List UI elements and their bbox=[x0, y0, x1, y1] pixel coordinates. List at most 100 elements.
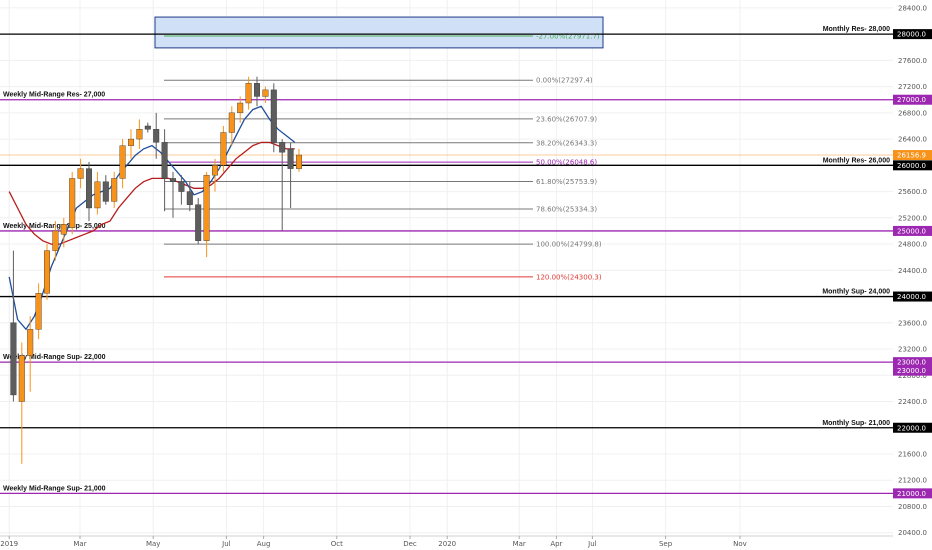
fib-level-label: -27.00%(27971.7) bbox=[536, 32, 600, 40]
y-tick-label: 23200.0 bbox=[898, 346, 927, 354]
level-label: Weekly Mid-Range Res- 27,000 bbox=[3, 92, 105, 99]
fib-extension-zone[interactable] bbox=[154, 16, 604, 49]
fib-level-label: 38.20%(26343.3) bbox=[536, 139, 597, 147]
candle-body bbox=[119, 145, 126, 179]
y-tick-label: 25200.0 bbox=[898, 214, 927, 222]
x-tick-label: Nov bbox=[733, 540, 747, 548]
x-tick-label: Apr bbox=[550, 540, 562, 548]
candle-body bbox=[186, 191, 193, 205]
y-tick-label: 27200.0 bbox=[898, 83, 927, 91]
time-axis[interactable]: 2019 Mar May Jul Aug Oct Dec 2020 Mar Apr Jul Sep No… bbox=[0, 535, 893, 548]
candle-body bbox=[10, 322, 17, 396]
fib-level-label: 100.00%(24799.8) bbox=[536, 241, 602, 249]
candle-body bbox=[35, 293, 42, 330]
price-tag-label: 28000.0 bbox=[897, 31, 926, 39]
y-tick-label: 22400.0 bbox=[898, 398, 927, 406]
candle-body bbox=[220, 132, 227, 166]
candle-body bbox=[144, 125, 151, 130]
y-tick-label: 26800.0 bbox=[898, 109, 927, 117]
level-label: Monthly Res- 28,000 bbox=[823, 26, 890, 33]
candle-body bbox=[253, 83, 260, 97]
price-tag-label: 26000.0 bbox=[897, 162, 926, 170]
price-tag bbox=[893, 291, 932, 302]
y-tick-label: 20800.0 bbox=[898, 503, 927, 511]
grid bbox=[0, 0, 893, 536]
candle-body bbox=[27, 329, 34, 356]
x-tick-label: Jul bbox=[587, 540, 597, 548]
candle-body bbox=[279, 142, 286, 153]
price-tag-label: 26156.9 bbox=[897, 152, 926, 160]
fib-level-label: 23.60%(26707.9) bbox=[536, 115, 597, 123]
candle-body bbox=[211, 165, 218, 176]
x-tick-label: Aug bbox=[257, 540, 271, 548]
x-tick-label: 2020 bbox=[438, 540, 456, 548]
price-tag-label: 21000.0 bbox=[897, 490, 926, 498]
candle-body bbox=[203, 174, 210, 241]
y-tick-label: 25600.0 bbox=[898, 188, 927, 196]
x-tick-label: Oct bbox=[331, 540, 343, 548]
candle-body bbox=[161, 142, 168, 179]
level-label: Weekly Mid-Range Sup- 25,000 bbox=[3, 223, 106, 230]
fib-level-label: 0.00%(27297.4) bbox=[536, 77, 593, 85]
candle-body bbox=[52, 230, 59, 251]
candle-body bbox=[44, 250, 51, 294]
ema-blue-line bbox=[8, 105, 296, 331]
candle-body bbox=[262, 89, 269, 97]
price-axis-background bbox=[893, 0, 932, 536]
fib-level-label: 50.00%(26048.6) bbox=[536, 159, 597, 167]
x-tick-label: Dec bbox=[403, 540, 417, 548]
fib-level-label: 120.00%(24300.3) bbox=[536, 273, 602, 281]
candle-body bbox=[85, 168, 92, 209]
candle-body bbox=[287, 148, 294, 169]
candle-body bbox=[111, 178, 118, 202]
price-tag bbox=[893, 365, 932, 376]
candle-body bbox=[228, 112, 235, 133]
x-tick-label: May bbox=[146, 540, 160, 548]
y-tick-label: 28400.0 bbox=[898, 4, 927, 12]
y-tick-label: 20400.0 bbox=[898, 529, 927, 537]
candle-body bbox=[94, 181, 101, 209]
x-tick-label: Jul bbox=[221, 540, 231, 548]
level-label: Weekly Mid-Range Sup- 22,000 bbox=[3, 354, 106, 361]
price-tag-label: 24000.0 bbox=[897, 293, 926, 301]
candle-body bbox=[77, 168, 84, 179]
price-tag bbox=[893, 488, 932, 499]
candle-body bbox=[195, 204, 202, 241]
price-tag-label: 23000.0 bbox=[897, 359, 926, 367]
candle-body bbox=[18, 355, 25, 402]
level-label: Monthly Res- 26,000 bbox=[823, 157, 890, 164]
candle-body bbox=[270, 89, 277, 143]
y-tick-label: 23600.0 bbox=[898, 319, 927, 327]
price-tag-label: 22000.0 bbox=[897, 424, 926, 432]
price-tag bbox=[893, 150, 932, 161]
candle-body bbox=[153, 129, 160, 143]
candle-body bbox=[296, 154, 303, 169]
price-tags: 28000.0 27000.0 26000.0 25000.0 24000.0 23000… bbox=[893, 29, 932, 499]
x-tick-label: Mar bbox=[73, 540, 86, 548]
price-axis[interactable]: 20400.0 20800.0 21200.0 21600.0 22000.0 22400… bbox=[893, 0, 932, 537]
level-label: Monthly Sup- 24,000 bbox=[822, 289, 890, 296]
price-tag-label: 23000.0 bbox=[897, 367, 926, 375]
y-tick-label: 22800.0 bbox=[898, 372, 927, 380]
candle-body bbox=[60, 224, 67, 235]
horizontal-levels[interactable]: Monthly Res- 28,000 Weekly Mid-Range Res-… bbox=[0, 26, 893, 495]
fib-level-label: 78.60%(25334.3) bbox=[536, 206, 597, 214]
candle-body bbox=[127, 138, 134, 146]
candle-body bbox=[69, 178, 76, 228]
price-tag bbox=[893, 225, 932, 236]
fib-level-label: 61.80%(25753.9) bbox=[536, 178, 597, 186]
candle-body bbox=[102, 181, 109, 202]
fib-retracement[interactable]: -27.00%(27971.7) 0.00%(27297.4) 23.60%(267… bbox=[154, 16, 604, 281]
level-label: Weekly Mid-Range Sup- 21,000 bbox=[3, 485, 106, 492]
price-tag bbox=[893, 357, 932, 368]
candle-body bbox=[237, 102, 244, 114]
y-tick-label: 27600.0 bbox=[898, 57, 927, 65]
candle-body bbox=[178, 181, 185, 192]
price-tag-label: 27000.0 bbox=[897, 96, 926, 104]
price-tag bbox=[893, 94, 932, 105]
y-tick-label: 21600.0 bbox=[898, 450, 927, 458]
candle-body bbox=[245, 83, 252, 104]
price-tag bbox=[893, 160, 932, 171]
